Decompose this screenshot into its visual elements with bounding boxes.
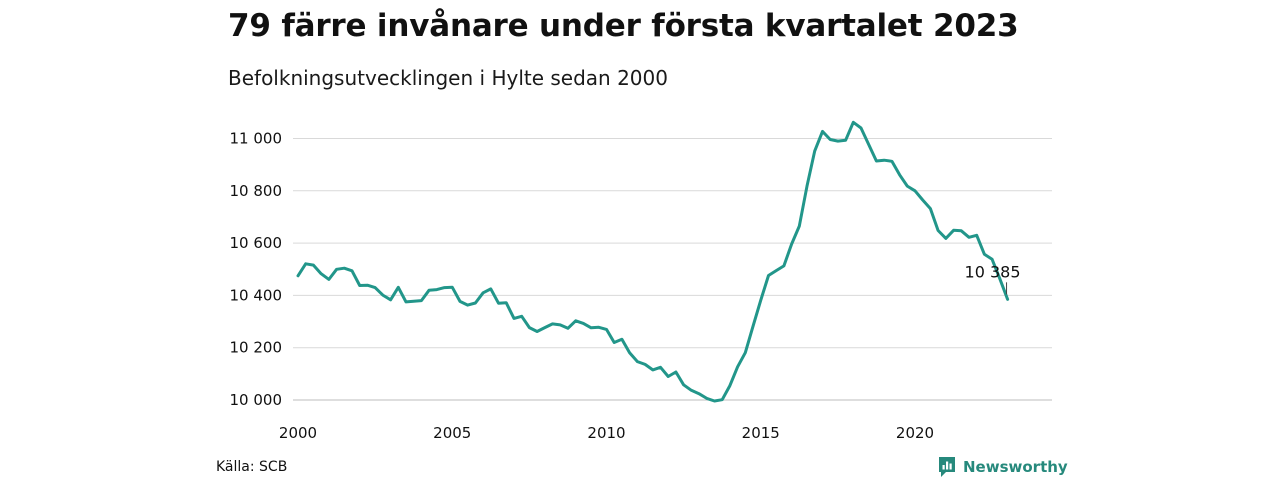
end-value-label: 10 385 xyxy=(965,262,1021,281)
grid-lines xyxy=(293,138,1052,401)
y-tick-label: 10 600 xyxy=(230,234,283,252)
population-line xyxy=(296,120,1010,403)
y-tick-label: 10 200 xyxy=(230,339,283,357)
brand-name: Newsworthy xyxy=(963,458,1068,476)
y-tick-label: 10 800 xyxy=(230,182,283,200)
y-tick-label: 10 400 xyxy=(230,286,283,304)
x-tick-label: 2015 xyxy=(742,424,780,442)
chart-subtitle: Befolkningsutvecklingen i Hylte sedan 20… xyxy=(228,66,668,90)
brand-logo[interactable]: Newsworthy xyxy=(937,456,1068,478)
x-tick-label: 2005 xyxy=(433,424,471,442)
line-chart: 10 000 10 200 10 400 10 600 10 800 11 000 200… xyxy=(230,120,1052,442)
x-tick-label: 2010 xyxy=(587,424,625,442)
x-tick-label: 2020 xyxy=(896,424,934,442)
newsworthy-logo-icon xyxy=(939,457,955,477)
x-tick-label: 2000 xyxy=(279,424,317,442)
chart-title: 79 färre invånare under första kvartalet… xyxy=(228,8,1019,44)
y-axis-ticks: 10 000 10 200 10 400 10 600 10 800 11 000 xyxy=(230,130,283,410)
y-tick-label: 10 000 xyxy=(230,391,283,409)
y-tick-label: 11 000 xyxy=(230,130,283,148)
x-axis-ticks: 2000 2005 2010 2015 2020 xyxy=(279,424,934,442)
source-note: Källa: SCB xyxy=(216,459,288,475)
